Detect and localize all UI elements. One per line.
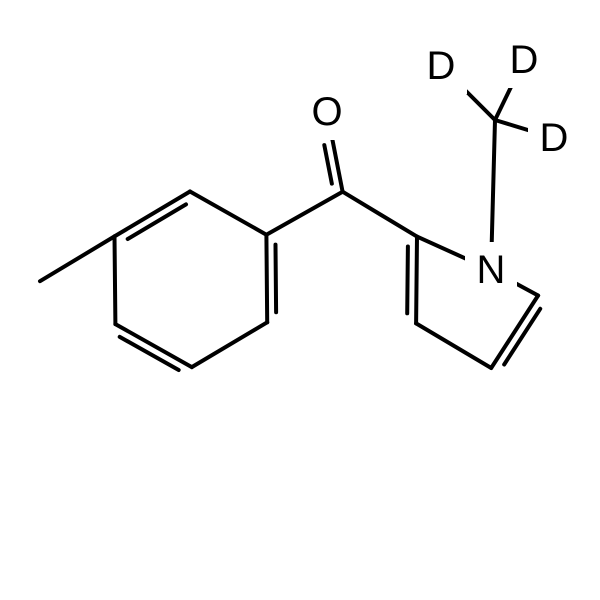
atom-label-d: D — [510, 38, 539, 82]
atom-label-d: D — [540, 116, 569, 160]
atom-label-o: O — [311, 90, 342, 134]
atom-label-d: D — [427, 44, 456, 88]
atom-label-n: N — [477, 248, 506, 292]
labels-layer: ONDDD — [301, 32, 580, 298]
molecule-diagram: ONDDD — [0, 0, 600, 600]
bonds-layer — [40, 76, 540, 370]
